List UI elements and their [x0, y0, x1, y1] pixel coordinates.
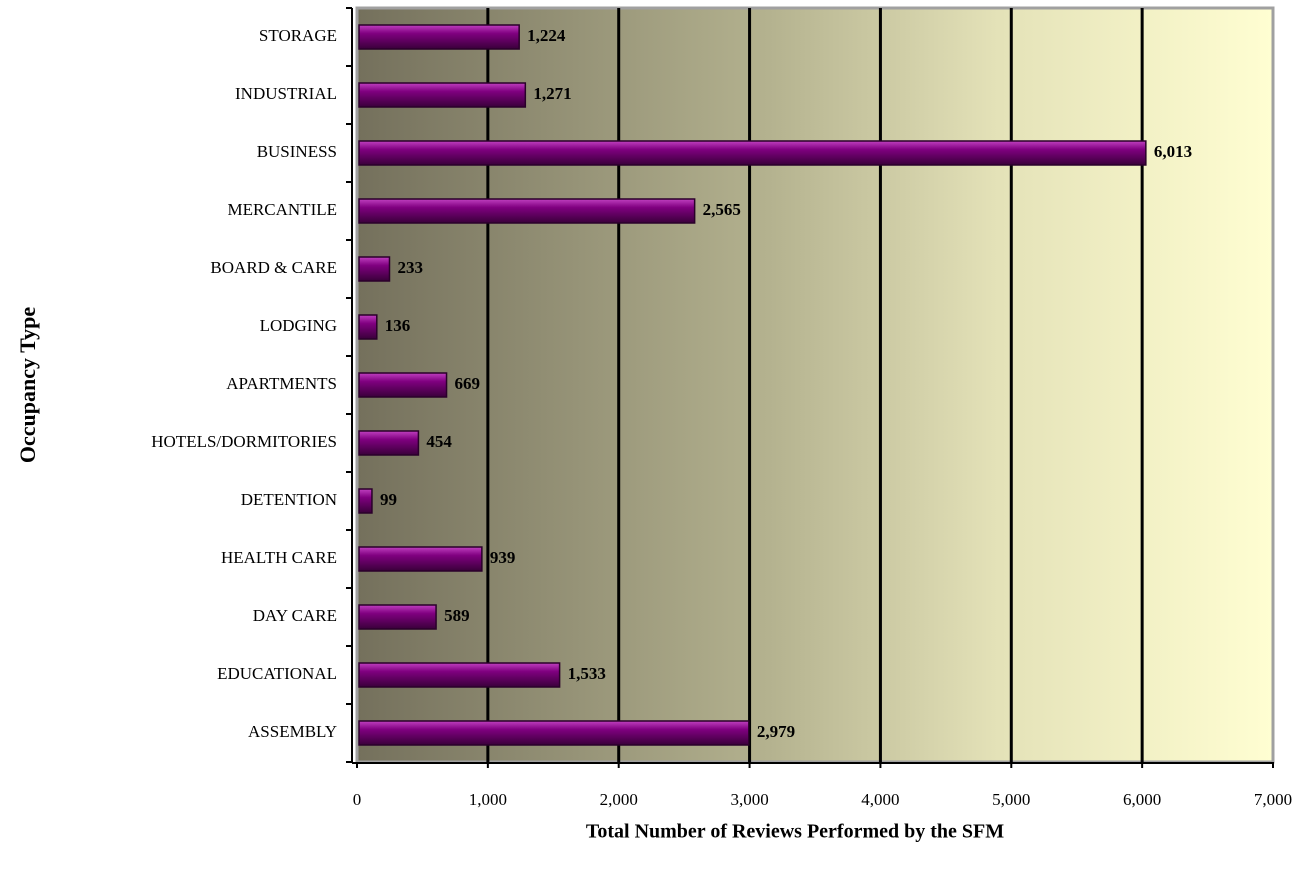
y-tick-label: MERCANTILE — [227, 200, 337, 219]
value-label: 6,013 — [1154, 142, 1192, 161]
y-tick-label: DAY CARE — [253, 606, 337, 625]
x-tick-label: 0 — [353, 790, 362, 809]
x-tick-label: 2,000 — [600, 790, 638, 809]
y-axis-title: Occupancy Type — [15, 307, 40, 463]
bar — [358, 662, 561, 688]
y-tick-label: ASSEMBLY — [248, 722, 337, 741]
y-tick-label: BOARD & CARE — [210, 258, 337, 277]
bar — [358, 198, 696, 224]
bar — [358, 314, 378, 340]
y-tick-label: EDUCATIONAL — [217, 664, 337, 683]
value-label: 669 — [455, 374, 481, 393]
x-tick-label: 6,000 — [1123, 790, 1161, 809]
value-label: 136 — [385, 316, 411, 335]
bar — [358, 256, 391, 282]
y-tick-label: INDUSTRIAL — [235, 84, 337, 103]
bar — [358, 24, 520, 50]
y-tick-label: BUSINESS — [257, 142, 337, 161]
value-label: 2,979 — [757, 722, 795, 741]
value-label: 2,565 — [703, 200, 741, 219]
value-label: 233 — [397, 258, 423, 277]
x-tick-label: 4,000 — [861, 790, 899, 809]
y-tick-label: HOTELS/DORMITORIES — [151, 432, 337, 451]
value-label: 1,224 — [527, 26, 566, 45]
bar — [358, 82, 527, 108]
y-tick-label: STORAGE — [259, 26, 337, 45]
y-tick-label: DETENTION — [241, 490, 337, 509]
x-tick-label: 5,000 — [992, 790, 1030, 809]
bar — [358, 546, 483, 572]
bar — [358, 430, 420, 456]
x-axis-title: Total Number of Reviews Performed by the… — [586, 821, 1004, 843]
value-label: 589 — [444, 606, 470, 625]
value-label: 939 — [490, 548, 516, 567]
bar — [358, 488, 373, 514]
value-label: 1,533 — [568, 664, 606, 683]
bar — [358, 140, 1147, 166]
x-tick-label: 1,000 — [469, 790, 507, 809]
x-tick-label: 7,000 — [1254, 790, 1292, 809]
bar — [358, 604, 437, 630]
plot-area — [355, 6, 1275, 764]
value-label: 454 — [426, 432, 452, 451]
x-tick-label: 3,000 — [730, 790, 768, 809]
y-tick-label: LODGING — [260, 316, 337, 335]
bar — [358, 372, 448, 398]
value-label: 99 — [380, 490, 397, 509]
value-label: 1,271 — [533, 84, 571, 103]
y-tick-label: APARTMENTS — [226, 374, 337, 393]
y-tick-label: HEALTH CARE — [221, 548, 337, 567]
bar — [358, 720, 750, 746]
